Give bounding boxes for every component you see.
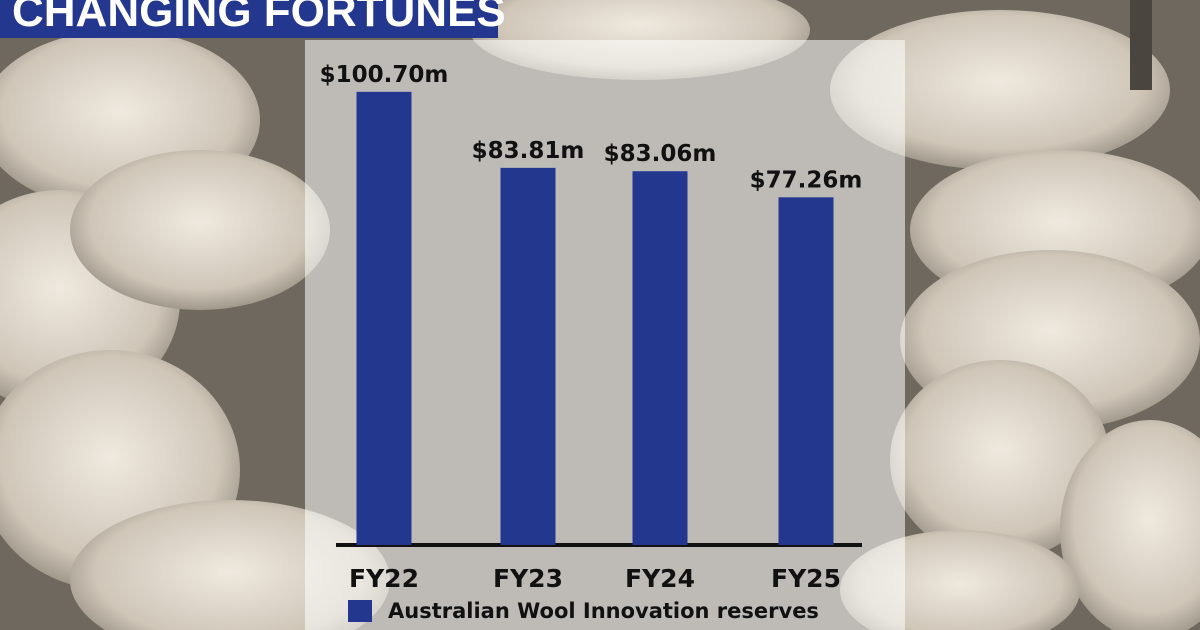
bar: [632, 171, 688, 546]
title-box: [0, 0, 498, 38]
bar: [500, 167, 556, 546]
chart-title: CHANGING FORTUNES: [12, 0, 506, 36]
value-label: $83.06m: [604, 141, 717, 167]
bar: [778, 197, 834, 545]
value-label: $77.26m: [750, 167, 863, 193]
legend-swatch: [348, 600, 372, 622]
legend-label: Australian Wool Innovation reserves: [388, 599, 819, 623]
x-tick-label: FY25: [771, 564, 841, 593]
bar: [356, 91, 412, 545]
x-tick-label: FY22: [349, 564, 419, 593]
x-tick-label: FY23: [493, 564, 563, 593]
value-label: $100.70m: [320, 62, 449, 88]
x-tick-label: FY24: [625, 564, 695, 593]
value-label: $83.81m: [472, 138, 585, 164]
